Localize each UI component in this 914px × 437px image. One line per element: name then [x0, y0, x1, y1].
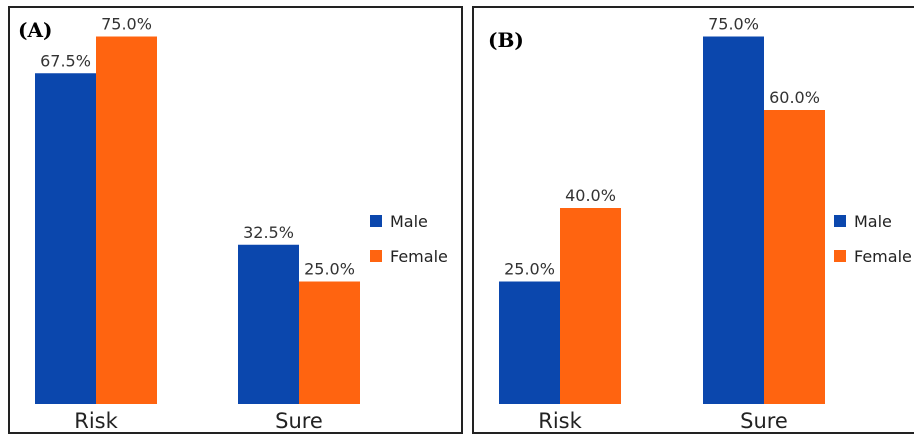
category-label-risk: Risk	[538, 409, 582, 433]
data-label-male-risk: 67.5%	[40, 51, 91, 70]
chart-b-svg: 25.0% 40.0% Risk 75.0% 60.0% Sure Male Female	[499, 15, 912, 433]
bar-female-sure	[299, 281, 360, 404]
legend-swatch-female	[834, 250, 846, 262]
data-label-female-sure: 60.0%	[769, 88, 820, 107]
legend-label-female: Female	[390, 247, 448, 266]
category-label-risk: Risk	[74, 409, 118, 433]
panel-label-a: (A)	[18, 18, 53, 42]
chart-panel-a: 67.5% 75.0% Risk 32.5% 25.0% Sure Male Female (…	[8, 6, 463, 434]
data-label-male-sure: 75.0%	[708, 15, 759, 34]
data-label-male-risk: 25.0%	[504, 260, 555, 279]
data-label-male-sure: 32.5%	[243, 223, 294, 242]
legend-label-female: Female	[854, 247, 912, 266]
bar-female-sure	[764, 110, 825, 404]
legend-swatch-female	[370, 250, 382, 262]
bar-male-sure	[238, 244, 299, 404]
panel-label-b: (B)	[488, 28, 524, 52]
chart-a-svg: 67.5% 75.0% Risk 32.5% 25.0% Sure Male Female	[35, 15, 448, 433]
bar-female-risk	[96, 36, 157, 404]
bar-male-risk	[499, 281, 560, 404]
data-label-female-sure: 25.0%	[304, 260, 355, 279]
data-label-female-risk: 40.0%	[565, 186, 616, 205]
category-label-sure: Sure	[275, 409, 323, 433]
data-label-female-risk: 75.0%	[101, 15, 152, 34]
chart-panel-b: 25.0% 40.0% Risk 75.0% 60.0% Sure Male Female (…	[472, 6, 914, 434]
bar-female-risk	[560, 208, 621, 404]
legend-swatch-male	[370, 215, 382, 227]
category-label-sure: Sure	[740, 409, 788, 433]
legend-swatch-male	[834, 215, 846, 227]
legend-label-male: Male	[854, 212, 892, 231]
legend-label-male: Male	[390, 212, 428, 231]
bar-male-risk	[35, 73, 96, 404]
bar-male-sure	[703, 36, 764, 404]
